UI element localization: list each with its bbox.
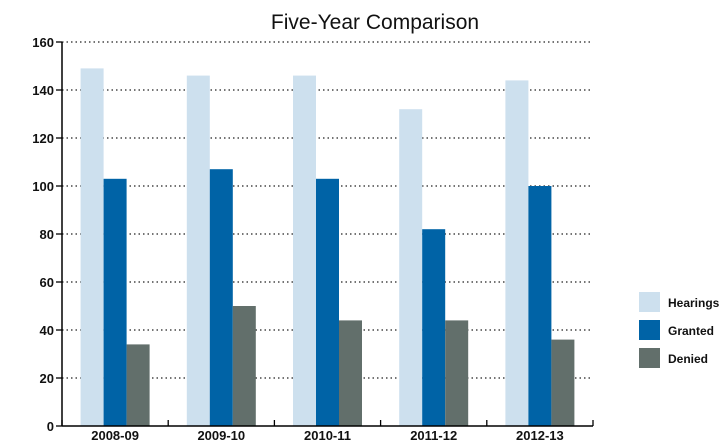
bars: [80, 68, 575, 427]
x-tick-label: 2010-11: [304, 428, 351, 442]
legend-swatch-denied: [639, 348, 660, 368]
legend-label-hearings: Hearings: [668, 296, 720, 310]
bar-hearings-2012-13: [505, 80, 529, 427]
y-tick-labels: 0 20 40 60 80 100 120 140 160: [32, 35, 62, 434]
bar-denied-2008-09: [126, 344, 150, 426]
y-tick-label: 80: [40, 227, 54, 242]
y-tick-label: 0: [47, 419, 54, 434]
bar-hearings-2011-12: [399, 109, 423, 426]
bar-hearings-2008-09: [80, 68, 104, 427]
bar-granted-2008-09: [103, 178, 127, 426]
chart-title: Five-Year Comparison: [271, 11, 479, 34]
bar-denied-2012-13: [551, 339, 575, 426]
y-tick-label: 40: [40, 323, 54, 338]
x-tick-label: 2008-09: [91, 428, 139, 442]
legend-label-granted: Granted: [668, 324, 714, 338]
legend-swatch-granted: [639, 320, 660, 340]
bar-denied-2009-10: [232, 306, 256, 426]
bar-denied-2010-11: [339, 320, 362, 426]
x-tick-labels: 2008-09 2009-10 2010-11 2011-12 2012-13: [61, 420, 594, 442]
bar-hearings-2009-10: [186, 75, 210, 426]
bar-granted-2012-13: [528, 186, 552, 426]
legend-swatch-hearings: [639, 292, 660, 312]
y-tick-label: 140: [32, 83, 54, 98]
y-tick-label: 160: [32, 35, 54, 50]
bar-granted-2009-10: [209, 169, 233, 426]
bar-granted-2010-11: [316, 178, 339, 426]
x-tick-label: 2012-13: [516, 428, 564, 442]
x-tick-label: 2009-10: [197, 428, 245, 442]
y-tick-label: 20: [40, 371, 54, 386]
x-tick-label: 2011-12: [410, 428, 457, 442]
y-tick-label: 100: [32, 179, 54, 194]
legend-label-denied: Denied: [668, 352, 708, 366]
y-tick-label: 60: [40, 275, 54, 290]
y-tick-label: 120: [32, 131, 54, 146]
bar-hearings-2010-11: [293, 75, 316, 426]
bar-granted-2011-12: [422, 229, 446, 426]
bar-denied-2011-12: [445, 320, 469, 426]
legend: Hearings Granted Denied: [639, 292, 720, 368]
